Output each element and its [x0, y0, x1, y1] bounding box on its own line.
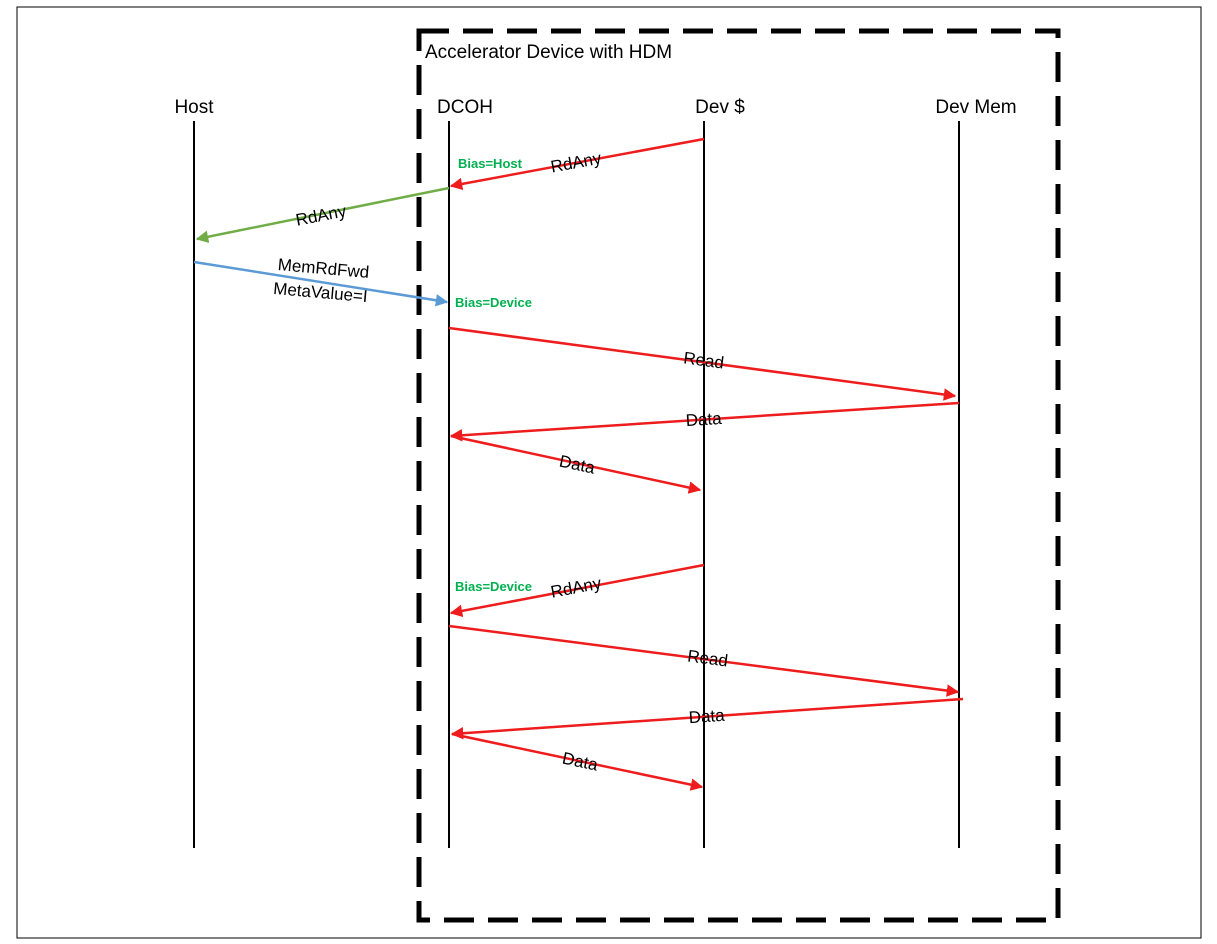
message-1-arrow: [195, 186, 450, 243]
message-7-arrow: [448, 624, 960, 697]
lifeline-title-host: Host: [174, 97, 214, 118]
lifeline-title-dcoh: DCOH: [437, 97, 493, 118]
message-4-arrow: [449, 401, 960, 442]
message-3-arrow: [448, 326, 957, 401]
note-bias-device-2: Bias=Device: [455, 579, 532, 594]
message-2: MemRdFwd MetaValue=I: [193, 255, 449, 307]
lifeline-title-dev-mem: Dev Mem: [935, 97, 1016, 118]
message-9-arrow: [451, 732, 704, 791]
lifeline-title-dev-cache: Dev $: [695, 97, 745, 118]
message-6-arrow: [449, 563, 705, 618]
message-0-arrow: [449, 137, 705, 191]
message-8: Data: [450, 697, 964, 740]
group-title: Accelerator Device with HDM: [425, 42, 672, 63]
message-8-label: Data: [688, 706, 726, 727]
outer-frame: [16, 6, 1202, 939]
accelerator-device-boundary: [416, 28, 1061, 923]
message-4-label: Data: [685, 409, 723, 430]
message-5-arrow: [450, 434, 702, 494]
message-8-arrow: [450, 697, 964, 740]
note-bias-device-1: Bias=Device: [455, 295, 532, 310]
message-4: Data: [449, 401, 960, 442]
message-2-arrow: [193, 260, 449, 307]
note-bias-host: Bias=Host: [458, 156, 523, 171]
